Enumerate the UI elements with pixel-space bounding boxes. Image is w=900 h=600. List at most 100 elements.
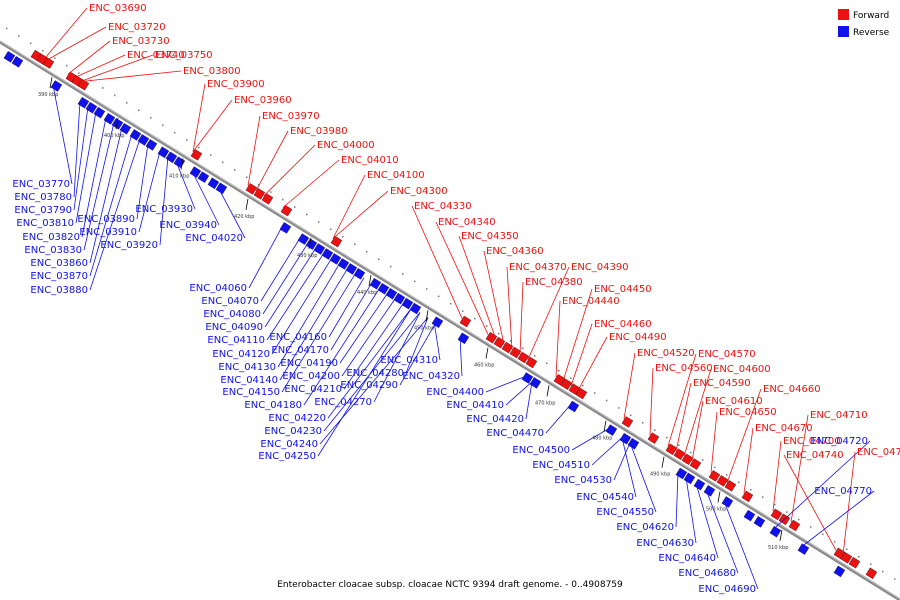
reverse-gene bbox=[119, 122, 132, 135]
leader-line bbox=[136, 143, 149, 220]
leader-line bbox=[281, 272, 357, 393]
reverse-gene bbox=[353, 268, 366, 280]
leader-line bbox=[282, 159, 340, 208]
forward-gene bbox=[517, 351, 530, 364]
genome-backbone-highlight bbox=[0, 40, 900, 600]
guide-dot bbox=[450, 303, 452, 305]
leader-line bbox=[570, 323, 593, 387]
gene-label: ENC_04490 bbox=[609, 332, 667, 343]
leader-line bbox=[562, 288, 593, 382]
guide-dot bbox=[78, 72, 80, 74]
reverse-gene bbox=[337, 258, 350, 270]
reverse-gene bbox=[93, 106, 106, 119]
gene-label: ENC_04200 bbox=[282, 371, 340, 382]
reverse-gene bbox=[369, 277, 382, 290]
leader-line bbox=[771, 440, 871, 531]
forward-gene bbox=[261, 193, 274, 205]
leader-line bbox=[138, 151, 161, 233]
leader-line bbox=[483, 250, 505, 345]
gene-label: ENC_04570 bbox=[698, 349, 756, 360]
guide-dot bbox=[822, 533, 824, 536]
gene-label: ENC_04530 bbox=[554, 475, 612, 486]
guide-dot bbox=[162, 124, 164, 126]
leader-line bbox=[591, 437, 623, 466]
forward-gene bbox=[833, 547, 846, 560]
gene-label: ENC_04650 bbox=[719, 407, 777, 418]
reverse-gene bbox=[329, 253, 342, 265]
gene-label: ENC_04390 bbox=[571, 262, 629, 273]
forward-gene bbox=[525, 356, 538, 369]
gene-label: ENC_04560 bbox=[655, 363, 713, 374]
guide-dot bbox=[522, 347, 524, 350]
gene-label: ENC_04440 bbox=[562, 296, 620, 307]
tick-label: 450 kbp bbox=[414, 325, 434, 331]
tick-mark bbox=[49, 77, 53, 89]
gene-label: ENC_03830 bbox=[24, 245, 82, 256]
leader-line bbox=[79, 54, 154, 82]
tick-mark bbox=[180, 158, 184, 170]
gene-label: ENC_04270 bbox=[314, 397, 372, 408]
leader-line bbox=[339, 292, 389, 364]
leader-line bbox=[192, 83, 206, 152]
guide-dot bbox=[594, 392, 596, 394]
guide-dot bbox=[546, 362, 548, 364]
reverse-gene bbox=[189, 166, 202, 178]
forward-gene bbox=[245, 183, 258, 195]
leader-line bbox=[332, 174, 366, 239]
reverse-gene bbox=[743, 509, 756, 522]
leader-line bbox=[667, 353, 697, 447]
tick-label: 390 kbp bbox=[38, 92, 58, 98]
guide-dot bbox=[342, 236, 344, 238]
leader-line bbox=[73, 54, 126, 79]
legend-reverse-label: Reverse bbox=[853, 28, 890, 38]
reverse-gene bbox=[457, 332, 470, 345]
gene-label: ENC_04320 bbox=[402, 371, 460, 382]
gene-label: ENC_03750 bbox=[155, 50, 213, 61]
forward-gene bbox=[493, 336, 506, 349]
gene-label: ENC_04220 bbox=[268, 413, 326, 424]
tick-mark bbox=[485, 347, 489, 359]
leader-line bbox=[323, 312, 421, 432]
leader-line bbox=[691, 400, 704, 462]
gene-label: ENC_03930 bbox=[135, 204, 193, 215]
leader-line bbox=[485, 376, 525, 393]
guide-dot bbox=[894, 578, 896, 580]
leader-line bbox=[262, 242, 309, 315]
guide-dot bbox=[270, 191, 272, 193]
gene-label: ENC_04190 bbox=[280, 358, 338, 369]
gene-label: ENC_03940 bbox=[159, 220, 217, 231]
tick-mark bbox=[661, 456, 665, 468]
leader-line bbox=[89, 127, 123, 264]
tick-label: 440 kbp bbox=[357, 290, 377, 296]
guide-dot bbox=[498, 332, 500, 335]
leader-line bbox=[73, 101, 81, 198]
forward-gene bbox=[560, 378, 573, 390]
guide-dot bbox=[870, 563, 872, 565]
leader-line bbox=[459, 337, 463, 377]
leader-line bbox=[263, 144, 316, 196]
gene-label: ENC_04400 bbox=[426, 387, 484, 398]
guide-dot bbox=[798, 518, 800, 521]
forward-gene bbox=[647, 432, 660, 444]
gene-label: ENC_04240 bbox=[260, 439, 318, 450]
leader-line bbox=[67, 40, 111, 75]
tick-label: 400 kbp bbox=[104, 133, 124, 139]
gene-label: ENC_04520 bbox=[637, 348, 695, 359]
guide-dot bbox=[138, 109, 140, 112]
genome-backbone bbox=[0, 40, 900, 600]
gene-label: ENC_04620 bbox=[616, 522, 674, 533]
reverse-gene bbox=[409, 302, 422, 315]
gene-label: ENC_03980 bbox=[290, 126, 348, 137]
reverse-gene bbox=[703, 485, 716, 497]
reverse-gene bbox=[103, 113, 116, 125]
gene-label: ENC_04380 bbox=[525, 277, 583, 288]
gene-label: ENC_04020 bbox=[185, 233, 243, 244]
guide-dot bbox=[354, 243, 356, 245]
gene-label: ENC_04110 bbox=[207, 335, 265, 346]
forward-gene bbox=[280, 204, 293, 217]
tick-mark bbox=[115, 118, 119, 130]
leader-line bbox=[271, 257, 333, 355]
leader-line bbox=[519, 281, 524, 355]
reverse-gene bbox=[401, 297, 414, 310]
